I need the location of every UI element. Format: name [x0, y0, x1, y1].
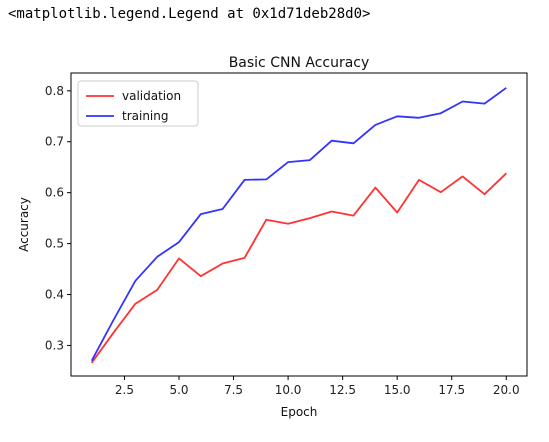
x-tick-label: 17.5	[438, 383, 465, 397]
series-line-validation	[90, 172, 507, 364]
legend: validation training	[77, 80, 199, 127]
series-lines	[90, 87, 507, 364]
y-axis: 0.3 0.4 0.5 0.6 0.7 0.8	[45, 84, 71, 352]
x-tick-label: 7.5	[224, 383, 243, 397]
cell-output-text: <matplotlib.legend.Legend at 0x1d71deb28…	[8, 6, 371, 22]
series-line-training	[90, 87, 507, 362]
y-tick-label: 0.3	[45, 338, 64, 352]
x-axis: 2.5 5.0 7.5 10.0 12.5 15.0 17.5 20.0	[115, 376, 520, 397]
y-tick-label: 0.8	[45, 84, 64, 98]
x-tick-label: 15.0	[384, 383, 411, 397]
x-tick-label: 20.0	[493, 383, 520, 397]
y-axis-label: Accuracy	[17, 197, 31, 252]
plot-area	[70, 72, 528, 377]
chart-title: Basic CNN Accuracy	[229, 55, 370, 71]
y-tick-label: 0.5	[45, 237, 64, 251]
x-tick-label: 10.0	[275, 383, 302, 397]
x-tick-label: 12.5	[329, 383, 356, 397]
x-tick-label: 2.5	[115, 383, 134, 397]
x-tick-label: 5.0	[169, 383, 188, 397]
y-tick-label: 0.6	[45, 186, 64, 200]
legend-label: validation	[122, 89, 181, 103]
legend-box	[77, 80, 199, 127]
legend-label: training	[122, 109, 169, 123]
y-tick-label: 0.4	[45, 288, 64, 302]
y-tick-label: 0.7	[45, 135, 64, 149]
x-axis-label: Epoch	[281, 405, 318, 419]
